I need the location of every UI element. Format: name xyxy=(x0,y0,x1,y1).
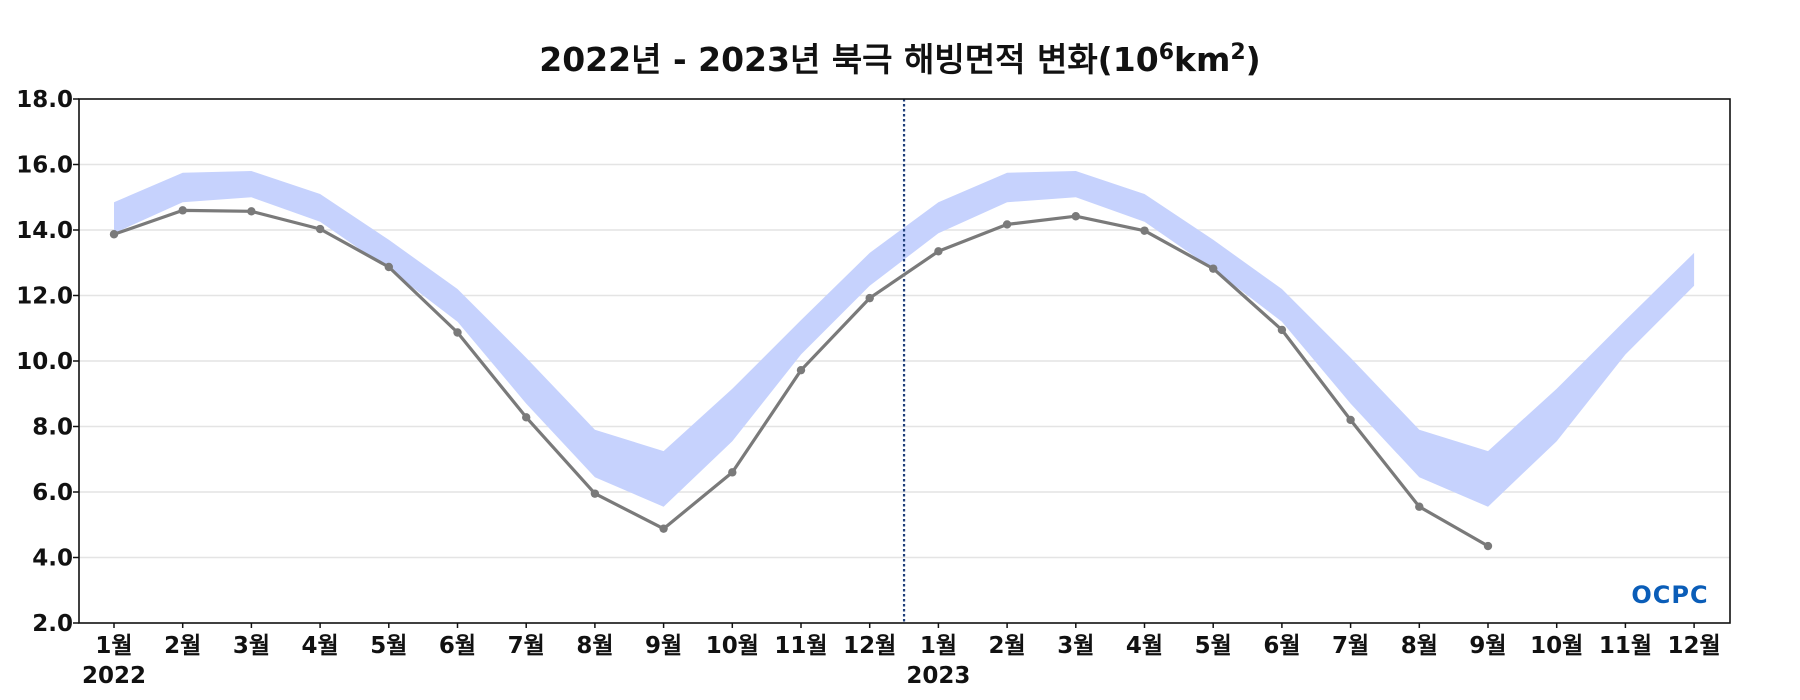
x-tick-labels: 1월 2월 3월 4월 5월 6월 7월 8월 9월 10월 11월 12월 1월 2월 3월 4월 5월 6월 7… xyxy=(82,623,1721,689)
y-tick-label: 8.0 xyxy=(32,415,73,441)
logo-text: OCPC xyxy=(1631,581,1708,609)
x-tick-label: 2월 xyxy=(989,633,1026,659)
data-point xyxy=(796,365,806,375)
y-tick-label: 12.0 xyxy=(16,284,73,310)
data-point xyxy=(1483,541,1493,551)
chart-title-main: 2022년 - 2023년 북극 해빙면적 변화(10 xyxy=(539,40,1158,79)
data-point xyxy=(453,328,462,337)
data-point xyxy=(522,413,531,422)
chart-title: 2022년 - 2023년 북극 해빙면적 변화(106km2) xyxy=(539,40,1261,79)
data-point xyxy=(1071,212,1081,221)
x-tick-label: 10월 xyxy=(1530,633,1583,659)
x-tick-label: 2월 xyxy=(164,633,201,659)
y-tick-label: 16.0 xyxy=(16,153,73,179)
data-point xyxy=(934,247,943,256)
x-tick-label: 7월 xyxy=(1332,633,1369,659)
data-point xyxy=(1277,325,1287,335)
y-tick-label: 14.0 xyxy=(16,218,73,244)
x-tick-label: 10월 xyxy=(706,633,759,659)
normal-range-band xyxy=(114,171,1695,507)
normal-range-area xyxy=(114,171,1695,507)
data-point xyxy=(590,489,600,498)
y-tick-label: 6.0 xyxy=(32,480,73,506)
data-point xyxy=(865,293,874,303)
x-tick-label: 5월 xyxy=(1195,633,1232,659)
x-tick-label: 12월 xyxy=(843,633,896,659)
chart-title-sup1: 6 xyxy=(1159,40,1174,65)
data-point xyxy=(659,524,668,533)
x-tick-label: 1월 xyxy=(95,633,132,659)
y-tick-label: 4.0 xyxy=(32,546,73,572)
x-tick-label: 8월 xyxy=(1401,633,1438,659)
data-point xyxy=(1415,502,1424,511)
x-tick-label: 7월 xyxy=(508,633,545,659)
series-line xyxy=(113,208,1489,548)
x-tick-label: 3월 xyxy=(1057,633,1094,659)
data-point xyxy=(1140,226,1149,235)
data-point xyxy=(178,206,187,215)
x-tick-label: 8월 xyxy=(576,633,613,659)
chart-title-end: ) xyxy=(1246,40,1261,79)
data-point xyxy=(728,468,737,477)
ocpc-logo: OCPC xyxy=(1631,581,1708,609)
data-point xyxy=(247,207,256,216)
data-point xyxy=(1002,220,1012,229)
y-tick-label: 2.0 xyxy=(32,611,73,637)
x-tick-label: 4월 xyxy=(302,633,339,659)
x-tick-label: 6월 xyxy=(439,633,476,659)
x-tick-label: 12월 xyxy=(1668,633,1721,659)
data-point xyxy=(1346,415,1355,425)
y-tick-label: 10.0 xyxy=(16,349,73,375)
x-tick-label: 9월 xyxy=(645,633,682,659)
x-tick-label: 11월 xyxy=(774,633,827,659)
x-tick-label: 6월 xyxy=(1263,633,1300,659)
x-tick-label: 9월 xyxy=(1469,633,1506,659)
sea-ice-extent-series xyxy=(109,206,1493,551)
x-tick-label: 4월 xyxy=(1126,633,1163,659)
chart-title-sup2: 2 xyxy=(1230,40,1245,65)
chart-title-mid: km xyxy=(1174,40,1230,79)
x-tick-label: 1월 xyxy=(920,633,957,659)
x-tick-label: 11월 xyxy=(1599,633,1652,659)
x-tick-label: 5월 xyxy=(370,633,407,659)
year-label: 2023 xyxy=(906,663,970,689)
data-point xyxy=(109,230,119,239)
data-point xyxy=(1209,264,1218,273)
y-tick-label: 18.0 xyxy=(16,87,73,113)
data-point xyxy=(384,262,393,272)
x-tick-label: 3월 xyxy=(233,633,270,659)
data-point xyxy=(315,224,325,234)
y-tick-labels: 2.0 4.0 6.0 8.0 10.0 12.0 14.0 16.0 18.0 xyxy=(16,87,79,637)
year-label: 2022 xyxy=(82,663,146,689)
